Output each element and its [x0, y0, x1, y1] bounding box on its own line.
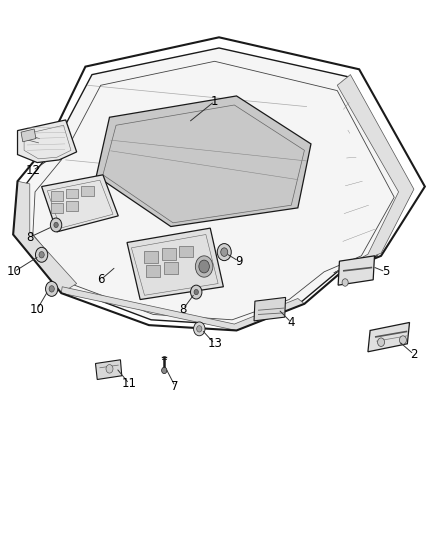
- Polygon shape: [162, 248, 176, 260]
- Text: 10: 10: [7, 265, 21, 278]
- Circle shape: [162, 367, 167, 374]
- Circle shape: [35, 247, 48, 262]
- Polygon shape: [42, 175, 118, 232]
- Circle shape: [194, 289, 198, 295]
- Circle shape: [378, 338, 385, 346]
- Polygon shape: [22, 48, 412, 325]
- Polygon shape: [81, 186, 94, 196]
- Text: 5: 5: [382, 265, 389, 278]
- Circle shape: [191, 285, 202, 299]
- Text: 1: 1: [211, 95, 219, 108]
- Text: 11: 11: [122, 377, 137, 390]
- Polygon shape: [144, 251, 158, 263]
- Text: 4: 4: [287, 316, 295, 329]
- Circle shape: [49, 286, 54, 292]
- Circle shape: [39, 252, 44, 258]
- Polygon shape: [164, 262, 178, 274]
- Text: 7: 7: [171, 380, 179, 393]
- Circle shape: [197, 326, 202, 332]
- Circle shape: [50, 218, 62, 232]
- Polygon shape: [18, 120, 77, 163]
- Text: 12: 12: [25, 164, 40, 177]
- Polygon shape: [21, 129, 36, 142]
- Text: 2: 2: [410, 348, 418, 361]
- Circle shape: [194, 322, 205, 336]
- Polygon shape: [95, 360, 122, 379]
- Text: 8: 8: [180, 303, 187, 316]
- Text: 9: 9: [235, 255, 243, 268]
- Circle shape: [199, 260, 209, 273]
- Text: 6: 6: [97, 273, 105, 286]
- Circle shape: [399, 336, 406, 344]
- Circle shape: [54, 222, 58, 228]
- Polygon shape: [66, 189, 78, 198]
- Circle shape: [217, 244, 231, 261]
- Circle shape: [221, 248, 228, 256]
- Polygon shape: [334, 75, 414, 273]
- Circle shape: [46, 281, 58, 296]
- Circle shape: [106, 365, 113, 373]
- Circle shape: [342, 279, 348, 286]
- Polygon shape: [61, 287, 304, 330]
- Polygon shape: [146, 265, 160, 277]
- Text: 10: 10: [30, 303, 45, 316]
- Polygon shape: [127, 228, 223, 300]
- Polygon shape: [179, 246, 193, 257]
- Polygon shape: [13, 181, 77, 293]
- Polygon shape: [51, 191, 63, 201]
- Text: 13: 13: [207, 337, 222, 350]
- Circle shape: [195, 256, 213, 277]
- Polygon shape: [51, 203, 63, 213]
- Polygon shape: [338, 256, 374, 285]
- Polygon shape: [96, 96, 311, 227]
- Polygon shape: [254, 297, 286, 321]
- Text: 8: 8: [26, 231, 33, 244]
- Polygon shape: [66, 201, 78, 211]
- Polygon shape: [368, 322, 410, 352]
